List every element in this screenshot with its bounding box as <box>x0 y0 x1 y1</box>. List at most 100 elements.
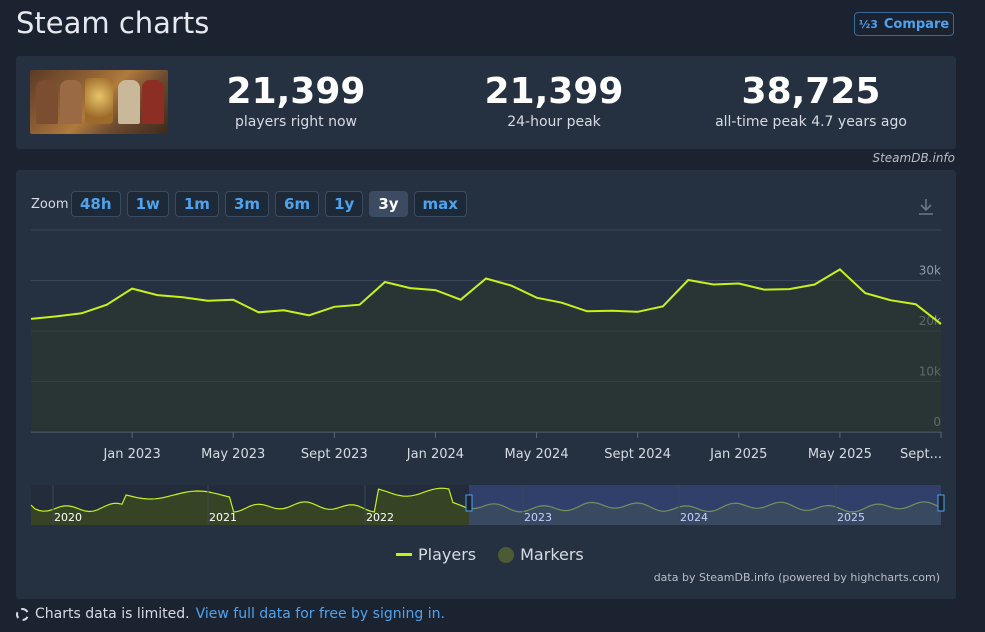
data-point[interactable] <box>535 296 539 300</box>
data-point[interactable] <box>939 322 943 326</box>
zoom-1y-button[interactable]: 1y <box>325 191 364 217</box>
data-point[interactable] <box>206 299 210 303</box>
data-point[interactable] <box>762 288 766 292</box>
data-point[interactable] <box>484 276 488 280</box>
data-point[interactable] <box>231 298 235 302</box>
data-point[interactable] <box>282 308 286 312</box>
navigator-handle-right[interactable] <box>937 494 945 512</box>
zoom-label: Zoom <box>31 197 69 212</box>
zoom-3m-button[interactable]: 3m <box>224 191 270 217</box>
data-point[interactable] <box>80 311 84 315</box>
figure-1 <box>36 80 58 124</box>
navigator-year-label: 2023 <box>524 511 552 524</box>
data-point[interactable] <box>358 303 362 307</box>
markers-swatch <box>498 546 515 563</box>
figure-3 <box>118 80 140 124</box>
data-point[interactable] <box>636 310 640 314</box>
stat-alltime-peak-label: all-time peak 4.7 years ago <box>715 114 907 130</box>
data-point[interactable] <box>509 284 513 288</box>
data-point[interactable] <box>838 267 842 271</box>
navigator-selection[interactable] <box>469 485 941 525</box>
powered-by: data by SteamDB.info (powered by highcha… <box>653 571 940 584</box>
data-point[interactable] <box>105 303 109 307</box>
data-point[interactable] <box>661 304 665 308</box>
footer-notice: Charts data is limited. View full data f… <box>16 606 445 622</box>
stat-24h-peak-value: 21,399 <box>484 71 624 112</box>
stat-24h-peak-label: 24-hour peak <box>507 114 601 130</box>
x-tick-label: May 2023 <box>201 447 265 462</box>
data-point[interactable] <box>813 283 817 287</box>
compare-label: Compare <box>883 16 950 32</box>
sign-in-link[interactable]: View full data for free by signing in. <box>195 606 445 622</box>
legend-players-label: Players <box>418 545 477 564</box>
data-point[interactable] <box>610 309 614 313</box>
data-point[interactable] <box>54 314 58 318</box>
compare-button[interactable]: ½3 Compare <box>854 12 954 36</box>
x-tick-label: May 2024 <box>505 447 569 462</box>
stat-alltime-peak: 38,725 all-time peak 4.7 years ago <box>706 70 916 130</box>
game-thumbnail[interactable] <box>30 70 168 134</box>
data-point[interactable] <box>888 298 892 302</box>
data-point[interactable] <box>332 305 336 309</box>
data-point[interactable] <box>307 313 311 317</box>
chart-legend: Players Markers <box>396 545 584 564</box>
x-tick-label: Sept 2023 <box>301 447 368 462</box>
players-area <box>31 269 941 432</box>
data-point[interactable] <box>459 298 463 302</box>
x-tick-label: Sept... <box>900 447 942 462</box>
navigator-handle-left[interactable] <box>465 494 473 512</box>
stat-current-value: 21,399 <box>226 71 366 112</box>
zoom-48h-button[interactable]: 48h <box>71 191 121 217</box>
x-tick-label: Jan 2023 <box>102 447 160 462</box>
fraction-icon: ½3 <box>858 17 878 31</box>
legend-markers[interactable]: Markers <box>498 545 584 564</box>
zoom-max-button[interactable]: max <box>413 191 467 217</box>
data-point[interactable] <box>914 302 918 306</box>
stats-panel: 21,399 players right now 21,399 24-hour … <box>16 56 956 149</box>
stat-24h-peak: 21,399 24-hour peak <box>479 70 629 130</box>
zoom-1m-button[interactable]: 1m <box>174 191 219 217</box>
stat-alltime-peak-value: 38,725 <box>741 71 881 112</box>
data-point[interactable] <box>408 286 412 290</box>
data-point[interactable] <box>130 287 134 291</box>
data-point[interactable] <box>560 301 564 305</box>
x-tick-label: May 2025 <box>808 447 872 462</box>
data-point[interactable] <box>863 291 867 295</box>
zoom-buttons: 48h 1w 1m 3m 6m 1y 3y max <box>71 191 467 217</box>
navigator-year-label: 2024 <box>680 511 708 524</box>
data-point[interactable] <box>737 282 741 286</box>
data-point[interactable] <box>585 309 589 313</box>
players-line[interactable] <box>30 268 942 325</box>
navigator-year-label: 2025 <box>837 511 865 524</box>
data-point[interactable] <box>383 280 387 284</box>
data-point[interactable] <box>257 310 261 314</box>
download-icon[interactable] <box>916 197 936 217</box>
data-point[interactable] <box>181 295 185 299</box>
stat-current: 21,399 players right now <box>221 70 371 130</box>
data-point[interactable] <box>155 293 159 297</box>
y-tick-label: 30k <box>919 264 941 278</box>
x-tick-label: Sept 2024 <box>604 447 671 462</box>
x-tick-label: Jan 2025 <box>709 447 767 462</box>
players-swatch <box>396 553 412 556</box>
navigator-year-label: 2020 <box>54 511 82 524</box>
data-point[interactable] <box>29 317 33 321</box>
data-point[interactable] <box>712 283 716 287</box>
game-logo <box>85 78 113 124</box>
legend-players[interactable]: Players <box>396 545 476 564</box>
zoom-3y-button[interactable]: 3y <box>369 191 408 217</box>
figure-4 <box>142 80 164 124</box>
limited-icon <box>16 607 29 621</box>
footer-text: Charts data is limited. <box>35 606 190 622</box>
zoom-6m-button[interactable]: 6m <box>275 191 320 217</box>
navigator-year-label: 2021 <box>209 511 237 524</box>
steamdb-credit: SteamDB.info <box>872 151 955 165</box>
zoom-1w-button[interactable]: 1w <box>126 191 169 217</box>
chart-panel: Zoom 48h 1w 1m 3m 6m 1y 3y max 010k20k30… <box>16 170 956 599</box>
data-point[interactable] <box>433 288 437 292</box>
data-point[interactable] <box>686 278 690 282</box>
x-tick-label: Jan 2024 <box>406 447 464 462</box>
page-title: Steam charts <box>16 6 210 40</box>
data-point[interactable] <box>787 287 791 291</box>
